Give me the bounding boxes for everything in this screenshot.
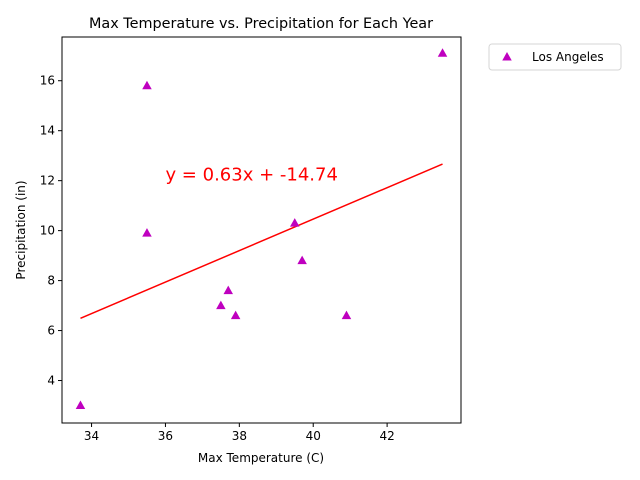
- data-point: [230, 310, 241, 320]
- plot-area: [61, 36, 462, 424]
- regression-equation: y = 0.63x + -14.74: [165, 165, 337, 186]
- y-tick-label: 12: [40, 174, 55, 188]
- data-point: [341, 310, 352, 320]
- x-axis-label: Max Temperature (C): [198, 451, 324, 465]
- data-point: [437, 48, 448, 57]
- y-tick-label: 6: [47, 324, 55, 338]
- x-tick-label: 42: [379, 429, 394, 443]
- points-layer: [75, 48, 448, 410]
- data-point: [290, 218, 300, 227]
- x-tick-label: 36: [158, 429, 173, 443]
- regression-layer: [80, 163, 443, 319]
- data-point: [297, 255, 307, 265]
- legend-frame: [488, 43, 622, 71]
- x-tick-label: 40: [306, 429, 321, 443]
- x-tick-label: 38: [232, 429, 247, 443]
- legend-label: Los Angeles: [532, 50, 604, 64]
- data-point: [75, 400, 86, 410]
- y-tick-label: 14: [40, 124, 55, 138]
- data-point: [142, 80, 152, 90]
- y-tick-label: 16: [40, 74, 55, 88]
- y-tick-label: 10: [40, 224, 55, 238]
- data-point: [216, 300, 226, 310]
- chart-title: Max Temperature vs. Precipitation for Ea…: [89, 16, 433, 32]
- y-tick-label: 4: [47, 374, 55, 388]
- y-tick-label: 8: [47, 274, 55, 288]
- data-point: [142, 228, 152, 237]
- x-axis: 34 36 38 40 42: [84, 423, 395, 443]
- x-tick-label: 34: [84, 429, 99, 443]
- data-point: [223, 285, 233, 295]
- y-axis: 4 6 8 10 12 14 16: [40, 74, 62, 388]
- regression-line: [80, 163, 443, 319]
- plot-frame: [61, 36, 462, 424]
- legend: Los Angeles: [488, 43, 622, 71]
- legend-marker-triangle: [502, 52, 512, 61]
- y-axis-label: Precipitation (in): [14, 180, 28, 279]
